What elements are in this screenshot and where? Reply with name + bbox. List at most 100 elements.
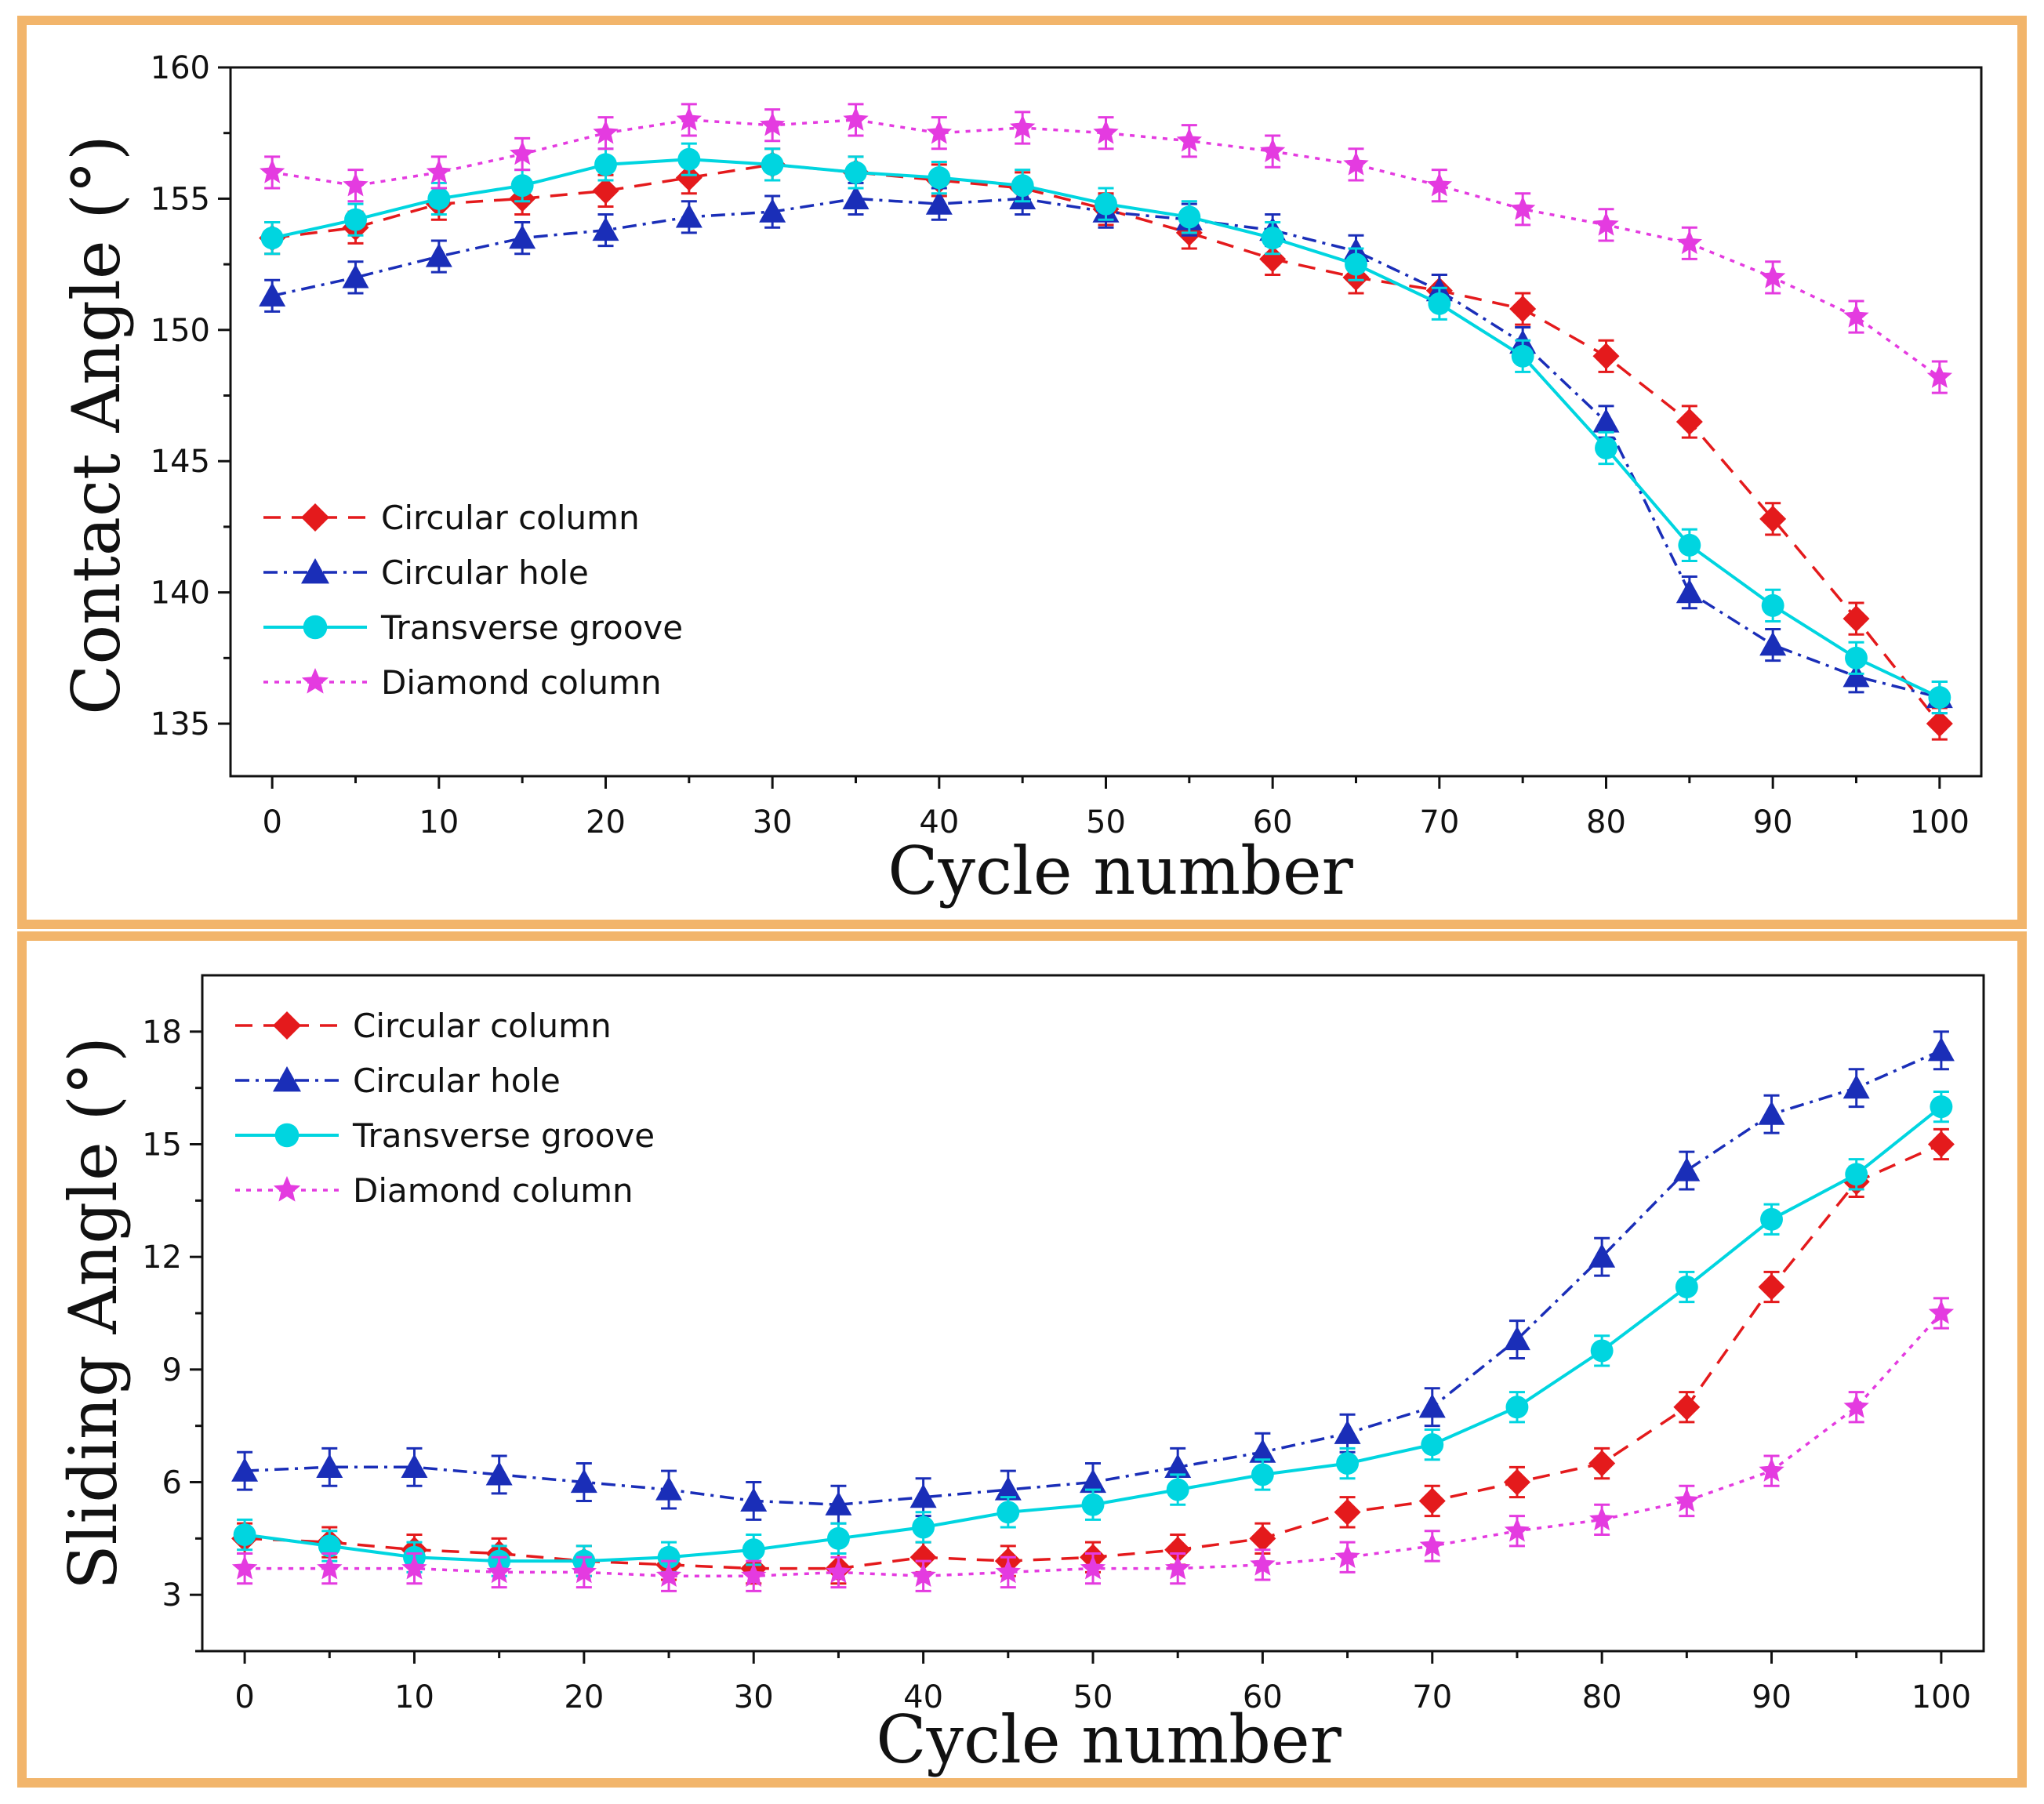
data-point (997, 1501, 1020, 1524)
legend-item-diamond-column: Diamond column (235, 1171, 634, 1210)
data-point (675, 164, 703, 191)
y-axis-title: Sliding Angle (°) (55, 1036, 132, 1590)
data-point (425, 243, 452, 267)
data-point (1758, 1273, 1785, 1301)
data-point (259, 282, 286, 307)
x-tick-label: 20 (564, 1679, 604, 1715)
x-tick-label: 80 (1586, 804, 1626, 840)
x-tick-label: 70 (1419, 804, 1459, 840)
data-point (1503, 1326, 1530, 1351)
y-tick-label: 145 (151, 444, 210, 480)
legend-item-circular-column: Circular column (263, 499, 640, 537)
data-point (926, 119, 952, 144)
contact-angle-panel: 0 10 20 30 40 50 60 70 80 90 100 135 140 145 150 155 160… (17, 16, 2027, 929)
data-point (925, 191, 953, 215)
legend-label: Circular hole (353, 1062, 561, 1100)
data-point (401, 1555, 427, 1580)
data-point (1080, 1555, 1106, 1580)
data-point (1843, 303, 1869, 328)
x-tick-label: 30 (753, 804, 793, 840)
legend-label: Transverse groove (352, 1116, 655, 1155)
y-tick-label: 135 (151, 706, 210, 742)
data-point (318, 1534, 341, 1558)
data-point (1926, 364, 1952, 388)
data-point (1165, 1555, 1191, 1580)
data-point (1678, 533, 1701, 557)
data-point (1674, 1487, 1700, 1512)
data-point (1675, 579, 1703, 604)
data-point (912, 1515, 935, 1539)
x-tick-label: 30 (734, 1679, 774, 1715)
data-point (593, 119, 619, 144)
legend-label: Transverse groove (380, 608, 683, 647)
series-circular-column (259, 147, 1953, 741)
y-tick-label: 3 (162, 1577, 182, 1613)
data-point (1673, 1393, 1701, 1421)
x-tick-label: 40 (903, 1679, 943, 1715)
legend-marker (274, 1123, 300, 1148)
legend-label: Circular hole (381, 554, 589, 592)
data-point (909, 1483, 937, 1508)
data-point (760, 111, 786, 136)
series-line-circular-column (271, 163, 1941, 725)
data-point (570, 1468, 597, 1494)
data-point (1845, 646, 1868, 670)
data-point (1588, 1243, 1616, 1268)
data-point (343, 172, 369, 197)
x-tick-label: 70 (1412, 1679, 1452, 1715)
data-point (233, 1523, 256, 1546)
data-point (1426, 172, 1452, 197)
data-point (231, 1555, 258, 1580)
data-point (1260, 138, 1286, 162)
data-point (1418, 1487, 1446, 1515)
y-tick-label: 9 (162, 1352, 182, 1388)
data-point (1503, 1468, 1530, 1496)
data-point (592, 177, 619, 205)
data-point (1759, 1457, 1784, 1482)
legend-label: Diamond column (353, 1171, 634, 1210)
y-tick-label: 18 (142, 1015, 182, 1051)
data-point (260, 227, 284, 250)
data-point (1927, 1131, 1955, 1158)
data-point (1927, 1036, 1955, 1062)
y-tick-label: 140 (151, 575, 210, 612)
data-point (655, 1563, 682, 1587)
data-point (1760, 263, 1786, 289)
data-point (741, 1563, 767, 1587)
series-diamond-column (260, 103, 1952, 394)
data-point (826, 1559, 851, 1584)
y-tick-label: 12 (142, 1240, 182, 1276)
data-point (1676, 230, 1702, 255)
data-point (1843, 662, 1870, 688)
data-point (1334, 1544, 1360, 1568)
data-point (1164, 1536, 1192, 1563)
legend-item-circular-hole: Circular hole (235, 1062, 561, 1100)
legend-marker (301, 503, 329, 532)
legend-label: Diamond column (381, 663, 662, 702)
data-point (1334, 1498, 1361, 1526)
data-point (995, 1559, 1021, 1584)
data-point (571, 1559, 597, 1584)
data-point (1759, 631, 1787, 656)
data-point (1093, 119, 1119, 144)
data-point (1080, 1468, 1106, 1494)
data-point (1590, 1339, 1614, 1363)
series-line-diamond-column (245, 1312, 1943, 1577)
data-point (910, 1563, 936, 1587)
data-point (761, 153, 784, 176)
data-point (1758, 1101, 1785, 1125)
data-point (231, 1457, 259, 1482)
data-point (826, 1526, 850, 1550)
x-tick-label: 60 (1253, 804, 1293, 840)
y-axis-title: Contact Angle (°) (58, 135, 135, 715)
axis-ticks: 0 10 20 30 40 50 60 70 80 90 100 3 6 9 12 15 18 (142, 1015, 1971, 1715)
data-point (401, 1454, 428, 1478)
data-point (317, 1555, 343, 1580)
data-point (1419, 1532, 1445, 1557)
data-point (1843, 1393, 1869, 1418)
x-tick-label: 50 (1073, 1679, 1113, 1715)
x-tick-label: 10 (394, 1679, 434, 1715)
legend-marker (303, 615, 328, 640)
data-point (342, 263, 369, 289)
x-tick-label: 50 (1086, 804, 1126, 840)
